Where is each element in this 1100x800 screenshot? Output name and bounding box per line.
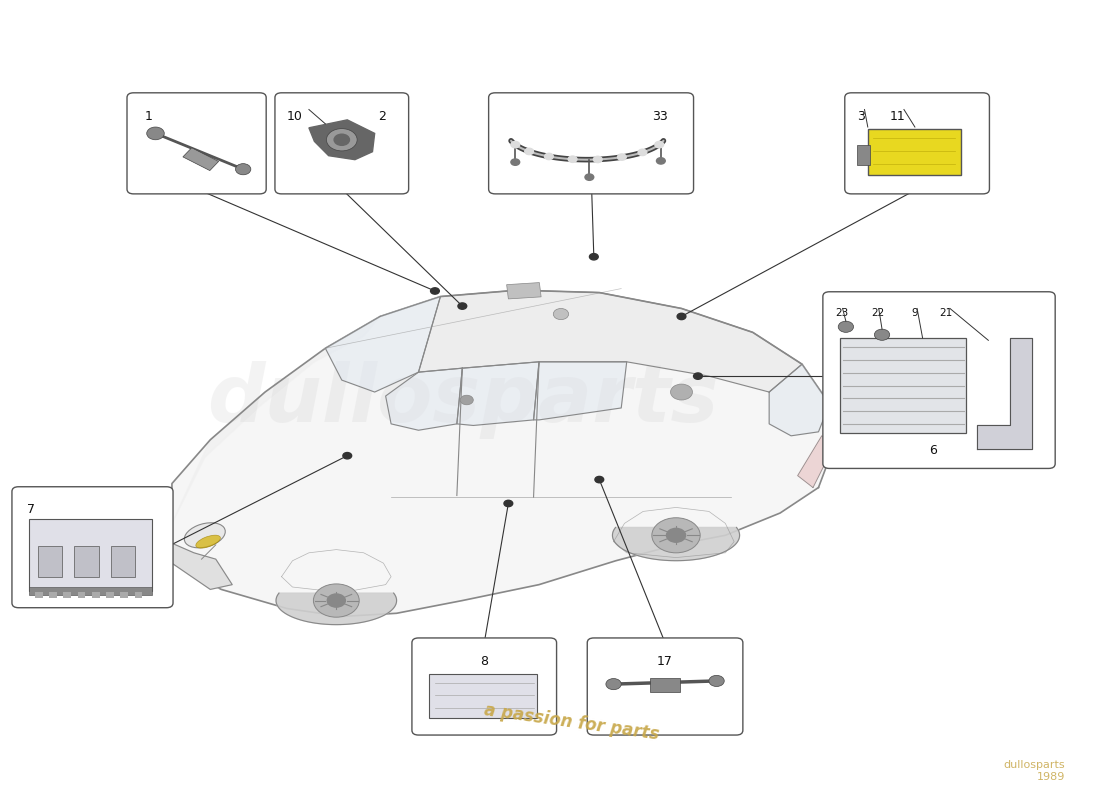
Circle shape: [708, 675, 724, 686]
Bar: [78, 592, 86, 598]
Bar: [120, 592, 128, 598]
Text: 3: 3: [857, 110, 865, 122]
Circle shape: [235, 164, 251, 174]
Circle shape: [553, 309, 569, 320]
Polygon shape: [386, 368, 462, 430]
Circle shape: [430, 288, 439, 294]
Circle shape: [334, 134, 350, 146]
Circle shape: [606, 678, 621, 690]
Circle shape: [667, 528, 685, 542]
Text: 6: 6: [930, 444, 937, 457]
Circle shape: [694, 373, 702, 379]
Text: 1: 1: [144, 110, 153, 122]
Bar: [183, 148, 219, 170]
Circle shape: [654, 142, 663, 148]
Polygon shape: [613, 527, 739, 561]
Text: 10: 10: [287, 110, 303, 122]
Text: 33: 33: [651, 110, 668, 122]
Bar: [64, 592, 72, 598]
Text: dullosparts
1989: dullosparts 1989: [1003, 760, 1065, 782]
Text: a passion for parts: a passion for parts: [483, 701, 661, 743]
Bar: [840, 338, 967, 434]
Polygon shape: [326, 297, 440, 392]
Bar: [507, 282, 541, 299]
Polygon shape: [172, 543, 232, 590]
Circle shape: [590, 254, 598, 260]
Text: 7: 7: [28, 503, 35, 517]
Circle shape: [328, 594, 345, 607]
Bar: [50, 592, 57, 598]
Circle shape: [874, 329, 890, 340]
Circle shape: [544, 154, 553, 160]
Circle shape: [510, 159, 519, 166]
Text: 23: 23: [835, 309, 848, 318]
Circle shape: [678, 314, 686, 320]
Polygon shape: [172, 317, 381, 523]
Bar: [650, 678, 681, 692]
Bar: [868, 129, 961, 174]
Text: 17: 17: [657, 654, 673, 668]
Polygon shape: [769, 364, 829, 436]
Bar: [429, 674, 537, 718]
Text: 8: 8: [481, 654, 488, 668]
Circle shape: [314, 584, 360, 617]
Polygon shape: [418, 290, 802, 392]
FancyBboxPatch shape: [823, 292, 1055, 469]
FancyBboxPatch shape: [488, 93, 694, 194]
Circle shape: [657, 158, 665, 164]
Circle shape: [595, 476, 604, 482]
Circle shape: [638, 150, 647, 155]
Polygon shape: [276, 593, 397, 625]
Circle shape: [652, 518, 701, 553]
Bar: [134, 592, 142, 598]
FancyBboxPatch shape: [126, 93, 266, 194]
Polygon shape: [798, 436, 835, 487]
Circle shape: [146, 127, 164, 140]
Circle shape: [838, 322, 854, 332]
FancyBboxPatch shape: [587, 638, 742, 735]
Circle shape: [525, 148, 533, 154]
Bar: [35, 592, 43, 598]
Text: 21: 21: [939, 309, 953, 318]
FancyBboxPatch shape: [275, 93, 408, 194]
Polygon shape: [172, 290, 835, 617]
Circle shape: [671, 384, 693, 400]
Circle shape: [593, 156, 602, 162]
Circle shape: [343, 453, 352, 459]
Bar: [30, 587, 152, 595]
Polygon shape: [309, 120, 375, 160]
Text: 22: 22: [871, 309, 884, 318]
Bar: [39, 546, 63, 578]
Ellipse shape: [185, 522, 226, 548]
Circle shape: [569, 156, 578, 162]
FancyBboxPatch shape: [12, 486, 173, 608]
Circle shape: [510, 142, 519, 148]
Polygon shape: [456, 362, 539, 426]
Bar: [75, 546, 99, 578]
FancyBboxPatch shape: [845, 93, 989, 194]
Polygon shape: [534, 362, 627, 420]
Bar: [111, 546, 134, 578]
Circle shape: [585, 174, 594, 180]
Bar: [857, 146, 870, 166]
Circle shape: [460, 395, 473, 405]
FancyBboxPatch shape: [411, 638, 557, 735]
Bar: [92, 592, 100, 598]
Text: 11: 11: [890, 110, 905, 122]
Circle shape: [327, 129, 358, 151]
Ellipse shape: [196, 535, 220, 548]
Text: 9: 9: [912, 309, 918, 318]
Circle shape: [617, 154, 626, 160]
Bar: [107, 592, 114, 598]
Text: dullosparts: dullosparts: [207, 361, 718, 439]
Text: 2: 2: [378, 110, 386, 122]
Circle shape: [458, 303, 466, 310]
Circle shape: [504, 500, 513, 506]
Bar: [30, 519, 152, 591]
Polygon shape: [978, 338, 1032, 450]
